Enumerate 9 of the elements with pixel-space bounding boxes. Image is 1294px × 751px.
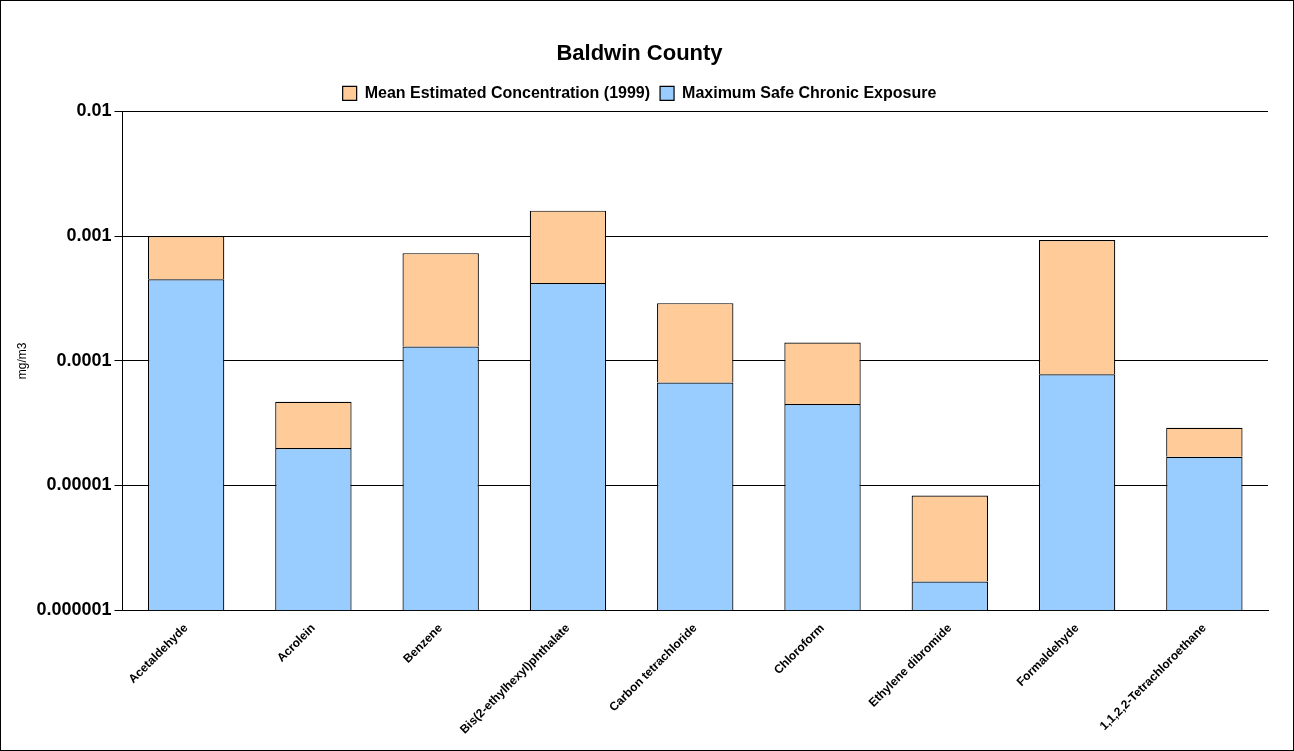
y-tick-label: 0.001 (66, 225, 112, 246)
chart-title: Baldwin County (556, 40, 724, 66)
y-axis-title: mg/m3 (14, 342, 29, 380)
y-tick-label: 0.00001 (46, 474, 112, 495)
y-tick-label: 0.0001 (56, 349, 112, 370)
y-tick-label: 0.000001 (36, 599, 112, 620)
legend-label: Maximum Safe Chronic Exposure (682, 83, 937, 101)
y-tick-label: 0.01 (76, 100, 112, 121)
legend-label: Mean Estimated Concentration (1999) (364, 83, 651, 101)
